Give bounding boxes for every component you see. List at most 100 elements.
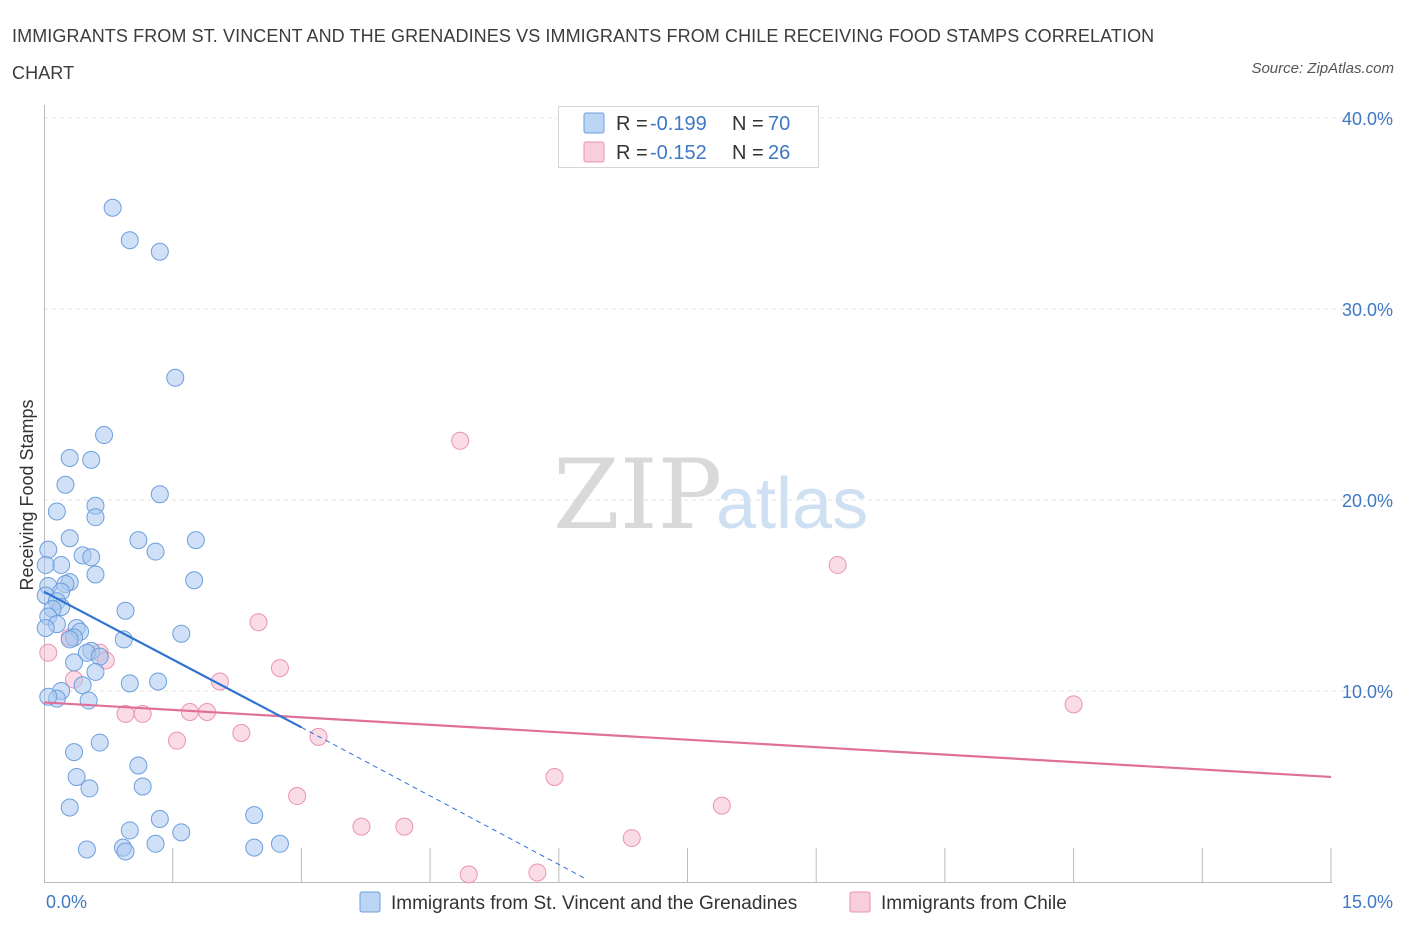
- chile-point: [622, 829, 641, 848]
- st-vincent-point: [56, 475, 75, 494]
- x-tick-label-min: 0.0%: [46, 892, 87, 912]
- bottom-legend-swatch-pink: [849, 891, 871, 913]
- st-vincent-point: [166, 368, 185, 387]
- legend-swatch-pink: [583, 141, 605, 163]
- legend-n-label-2: N =: [732, 142, 769, 164]
- st-vincent-point: [90, 647, 109, 666]
- chile-point: [395, 817, 414, 836]
- chile-point: [232, 724, 251, 743]
- chile-point: [1064, 695, 1083, 714]
- st-vincent-trend-extension: [301, 726, 585, 879]
- y-tick-label: 30.0%: [1342, 300, 1393, 320]
- st-vincent-point: [52, 555, 71, 574]
- st-vincent-point: [120, 674, 139, 693]
- legend-r-value-1: -0.199: [650, 113, 707, 135]
- legend-n-value-2: 26: [768, 142, 790, 164]
- chile-point: [451, 431, 470, 450]
- st-vincent-point: [60, 630, 79, 649]
- st-vincent-point: [39, 540, 58, 559]
- st-vincent-point: [186, 531, 205, 550]
- chile-point: [270, 659, 289, 678]
- y-tick-labels: 10.0% 20.0% 30.0% 40.0%: [1342, 109, 1393, 702]
- axes-layer: [44, 105, 1332, 883]
- chile-point: [39, 643, 58, 662]
- st-vincent-point: [39, 687, 58, 706]
- chart-source: Source: ZipAtlas.com: [1251, 60, 1394, 77]
- watermark: ZIP atlas: [553, 439, 868, 551]
- st-vincent-point: [172, 624, 191, 643]
- st-vincent-point: [86, 565, 105, 584]
- legend-r-label-1: R =: [616, 113, 653, 135]
- st-vincent-point: [65, 743, 84, 762]
- st-vincent-point: [150, 809, 169, 828]
- st-vincent-point: [245, 838, 264, 857]
- chile-point: [545, 767, 564, 786]
- st-vincent-point: [103, 198, 122, 217]
- st-vincent-point: [47, 502, 66, 521]
- st-vincent-point: [150, 485, 169, 504]
- st-vincent-point: [129, 756, 148, 775]
- st-vincent-point: [245, 806, 264, 825]
- legend-n-label-1: N =: [732, 113, 769, 135]
- series-st-vincent-points: [36, 198, 289, 861]
- top-legend: R = -0.199 N = 70 R = -0.152 N = 26: [558, 106, 819, 168]
- x-ticks: [172, 848, 1332, 882]
- st-vincent-point: [149, 672, 168, 691]
- grid-layer: [44, 117, 1393, 692]
- st-vincent-point: [270, 834, 289, 853]
- st-vincent-point: [73, 676, 92, 695]
- st-vincent-point: [116, 842, 135, 861]
- y-tick-label: 20.0%: [1342, 491, 1393, 511]
- chart-title: IMMIGRANTS FROM ST. VINCENT AND THE GREN…: [12, 26, 1155, 83]
- st-vincent-point: [146, 542, 165, 561]
- st-vincent-point: [129, 531, 148, 550]
- chile-point: [828, 555, 847, 574]
- st-vincent-point: [133, 777, 152, 796]
- chile-point: [167, 731, 186, 750]
- chile-point: [249, 613, 268, 632]
- st-vincent-point: [90, 733, 109, 752]
- watermark-zip: ZIP: [553, 439, 722, 551]
- st-vincent-point: [60, 448, 79, 467]
- legend-r-label-2: R =: [616, 142, 653, 164]
- bottom-legend-swatch-blue: [359, 891, 381, 913]
- st-vincent-point: [86, 508, 105, 527]
- st-vincent-point: [36, 555, 55, 574]
- trend-lines: [43, 590, 1332, 879]
- y-axis-label: Receiving Food Stamps: [17, 399, 37, 590]
- watermark-atlas: atlas: [716, 464, 868, 544]
- st-vincent-point: [185, 571, 204, 590]
- legend-n-value-1: 70: [768, 113, 790, 135]
- bottom-legend-label-blue: Immigrants from St. Vincent and the Gren…: [391, 893, 797, 914]
- st-vincent-point: [82, 548, 101, 567]
- st-vincent-point: [80, 779, 99, 798]
- legend-swatch-blue: [583, 112, 605, 134]
- st-vincent-point: [82, 450, 101, 469]
- chile-trend-line: [43, 701, 1332, 779]
- st-vincent-point: [36, 618, 55, 637]
- chile-point: [352, 817, 371, 836]
- chile-point: [133, 704, 152, 723]
- y-tick-label: 40.0%: [1342, 109, 1393, 129]
- legend-r-value-2: -0.152: [650, 142, 707, 164]
- bottom-legend-label-pink: Immigrants from Chile: [881, 893, 1067, 914]
- st-vincent-point: [172, 823, 191, 842]
- chile-point: [712, 796, 731, 815]
- st-vincent-trend-line: [43, 590, 302, 729]
- st-vincent-point: [120, 821, 139, 840]
- st-vincent-point: [146, 834, 165, 853]
- st-vincent-point: [65, 653, 84, 672]
- st-vincent-point: [79, 691, 98, 710]
- chile-point: [288, 787, 307, 806]
- st-vincent-point: [77, 840, 96, 859]
- chile-point: [459, 865, 478, 884]
- y-tick-label: 10.0%: [1342, 682, 1393, 702]
- st-vincent-point: [60, 529, 79, 548]
- st-vincent-point: [60, 798, 79, 817]
- st-vincent-point: [116, 601, 135, 620]
- st-vincent-point: [86, 662, 105, 681]
- st-vincent-point: [120, 231, 139, 250]
- st-vincent-point: [95, 426, 114, 445]
- x-tick-label-max: 15.0%: [1342, 892, 1393, 912]
